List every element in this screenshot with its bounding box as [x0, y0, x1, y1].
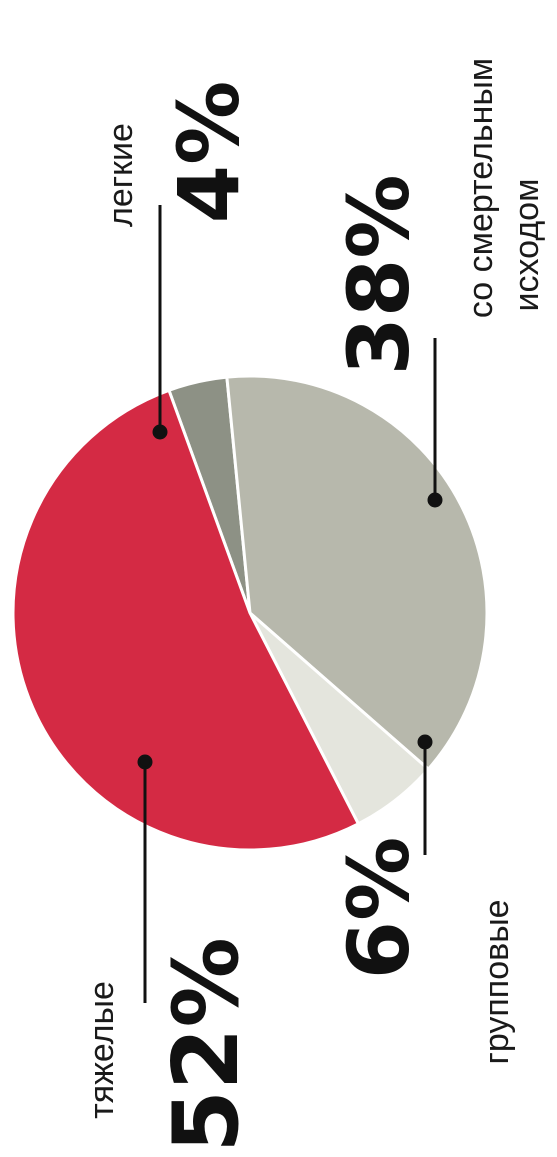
value-label-legkie: 4% [160, 81, 258, 224]
label-legkie: легкие [102, 123, 140, 227]
value-label-tyazhelye: 52% [154, 937, 259, 1152]
label-so-smertelnym-iskhodom-line-1: со смертельным [462, 58, 500, 318]
leader-dot-gruppovye [417, 734, 433, 750]
pie-slices [11, 374, 489, 852]
leader-dot-legkie [152, 424, 168, 440]
value-label-gruppovye: 6% [330, 837, 428, 980]
leader-lines [137, 205, 443, 1003]
slice-tyazhelye [11, 388, 361, 852]
label-tyazhelye: тяжелые [83, 981, 121, 1119]
leader-dot-tyazhelye [137, 754, 153, 770]
leader-dot-so-smertelnym-iskhodom [427, 492, 443, 508]
label-gruppovye: групповые [478, 899, 516, 1064]
label-so-smertelnym-iskhodom-line-2: исходом [508, 179, 546, 312]
slice-labels: легкие 4% со смертельным исходом 38% 6% … [83, 58, 546, 1153]
value-label-so-smertelnym-iskhodom: 38% [330, 174, 428, 375]
slice-so-smertelnym-iskhodom [225, 374, 489, 772]
